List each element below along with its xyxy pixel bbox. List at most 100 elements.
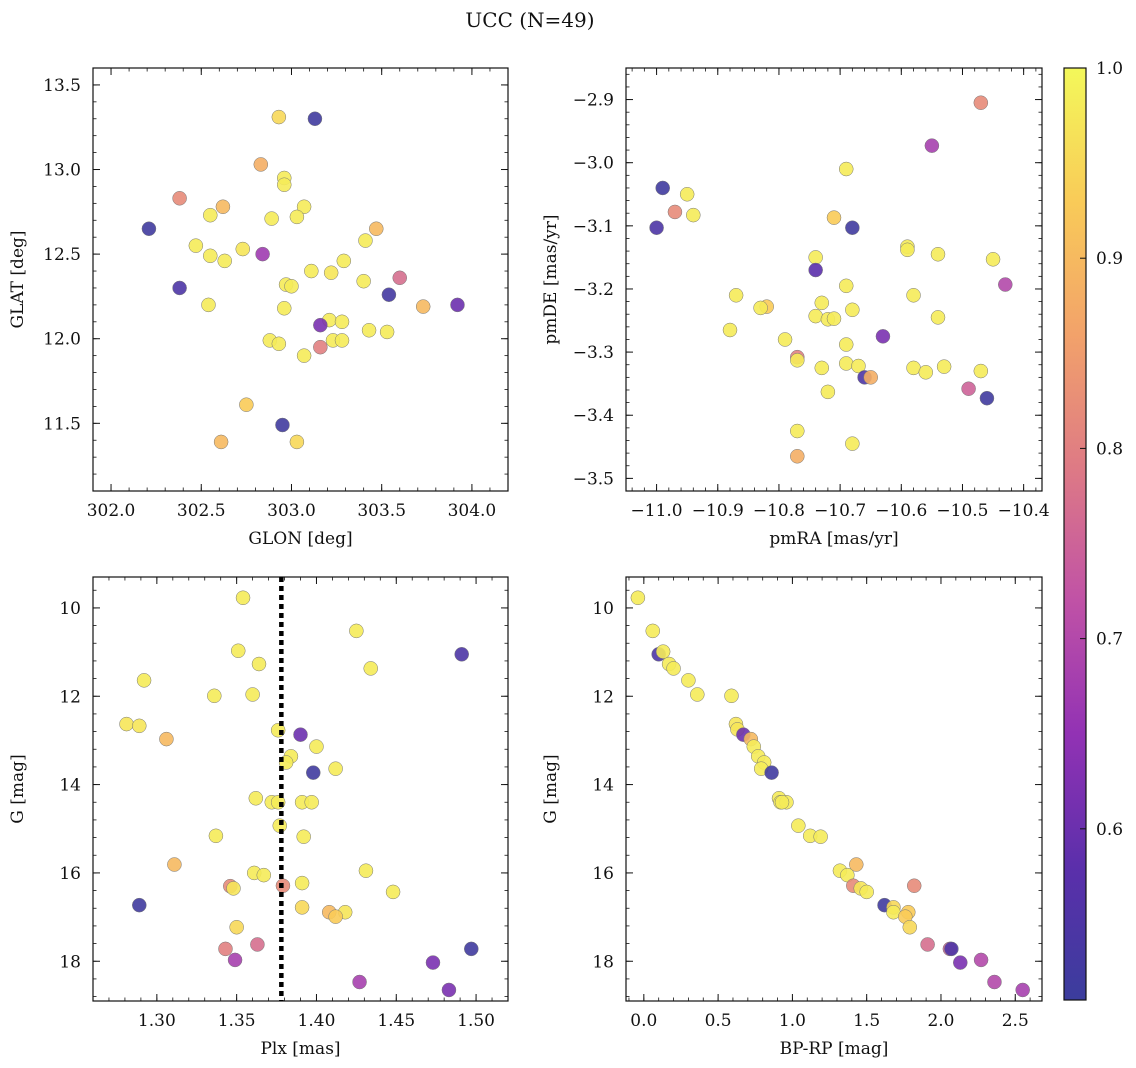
data-point: [336, 253, 352, 269]
data-point: [119, 716, 134, 732]
y-tick-label: 12.0: [43, 330, 81, 350]
data-point: [777, 332, 793, 347]
x-tick-label: −10.6: [875, 501, 927, 521]
data-point: [666, 661, 681, 676]
data-point: [655, 644, 671, 659]
data-point: [323, 265, 339, 280]
y-tick-label: −3.3: [573, 343, 614, 363]
x-axis-label: Plx [mas]: [260, 1039, 340, 1059]
data-point: [845, 436, 860, 451]
data-point: [813, 829, 828, 844]
data-point: [289, 434, 305, 450]
y-axis-label: G [mag]: [541, 754, 561, 823]
data-point: [973, 363, 989, 379]
data-point: [248, 791, 264, 806]
data-point: [226, 881, 241, 896]
colorbar-tick-label: 0.6: [1096, 820, 1123, 840]
y-tick-label: −3.5: [573, 469, 614, 489]
data-point: [973, 952, 989, 968]
y-tick-label: 12: [592, 687, 614, 707]
data-point: [361, 323, 377, 338]
data-point: [961, 381, 976, 396]
data-point: [379, 324, 395, 340]
data-point: [328, 761, 343, 776]
y-tick-label: 16: [59, 864, 81, 884]
data-point: [425, 955, 441, 970]
data-point: [294, 900, 310, 915]
data-point: [304, 263, 319, 279]
data-point: [722, 322, 738, 338]
data-point: [838, 161, 854, 177]
data-point: [667, 204, 683, 220]
figure-title: UCC (N=49): [465, 8, 594, 32]
colorbar-gradient: [1063, 67, 1087, 1001]
data-point: [944, 941, 959, 957]
x-tick-label: 0.0: [630, 1011, 657, 1031]
data-point: [256, 867, 272, 883]
data-point: [217, 253, 232, 269]
data-point: [363, 661, 378, 676]
colorbar-tick-label: 0.9: [1096, 249, 1123, 269]
data-point: [902, 919, 918, 935]
data-point: [441, 982, 457, 998]
data-point: [239, 397, 254, 412]
data-point: [358, 863, 374, 878]
y-tick-label: 11.5: [43, 414, 81, 434]
data-point: [253, 157, 269, 172]
data-point: [264, 211, 279, 226]
y-tick-label: 12.5: [43, 245, 81, 265]
data-point: [764, 765, 779, 780]
data-point: [307, 111, 323, 127]
data-point: [845, 220, 860, 235]
y-tick-label: −3.1: [573, 217, 614, 237]
data-point: [203, 248, 218, 264]
y-tick-label: 16: [592, 864, 614, 884]
data-point: [132, 897, 147, 913]
y-tick-label: 14: [59, 776, 81, 796]
data-point: [313, 317, 328, 333]
data-point: [820, 384, 836, 400]
data-point: [235, 590, 251, 606]
data-point: [838, 356, 854, 371]
data-point: [630, 590, 646, 606]
data-point: [356, 273, 371, 289]
data-point: [849, 857, 864, 872]
x-tick-label: 303.0: [267, 501, 316, 521]
data-point: [790, 353, 805, 368]
data-point: [218, 941, 233, 957]
x-tick-label: 1.35: [218, 1011, 256, 1031]
colorbar-tick-label: 0.7: [1096, 630, 1123, 650]
data-point: [277, 301, 292, 316]
data-point: [304, 795, 319, 810]
x-tick-label: 1.40: [298, 1011, 336, 1031]
data-point: [159, 731, 174, 747]
data-point: [845, 302, 860, 318]
data-point: [245, 687, 260, 702]
data-point: [208, 828, 224, 844]
data-point: [814, 295, 830, 311]
data-point: [294, 875, 310, 891]
data-point: [918, 365, 934, 380]
y-tick-label: −3.0: [573, 154, 614, 174]
data-point: [863, 370, 878, 385]
y-tick-label: −3.4: [573, 406, 614, 426]
data-point: [271, 336, 287, 352]
data-point: [838, 278, 854, 294]
data-point: [838, 337, 854, 352]
data-point: [930, 310, 946, 325]
y-tick-label: −2.9: [573, 91, 614, 111]
data-point: [251, 656, 267, 672]
x-tick-label: 2.5: [1002, 1011, 1029, 1031]
y-axis-label: G [mag]: [8, 754, 28, 823]
data-point: [306, 765, 321, 780]
axes-frame: [92, 67, 509, 492]
x-tick-label: 1.45: [377, 1011, 415, 1031]
data-point: [953, 955, 968, 970]
x-axis-label: pmRA [mas/yr]: [769, 529, 898, 549]
data-point: [814, 360, 830, 376]
data-point: [924, 138, 940, 153]
data-point: [728, 288, 744, 303]
data-point: [207, 688, 222, 704]
data-point: [296, 199, 312, 214]
